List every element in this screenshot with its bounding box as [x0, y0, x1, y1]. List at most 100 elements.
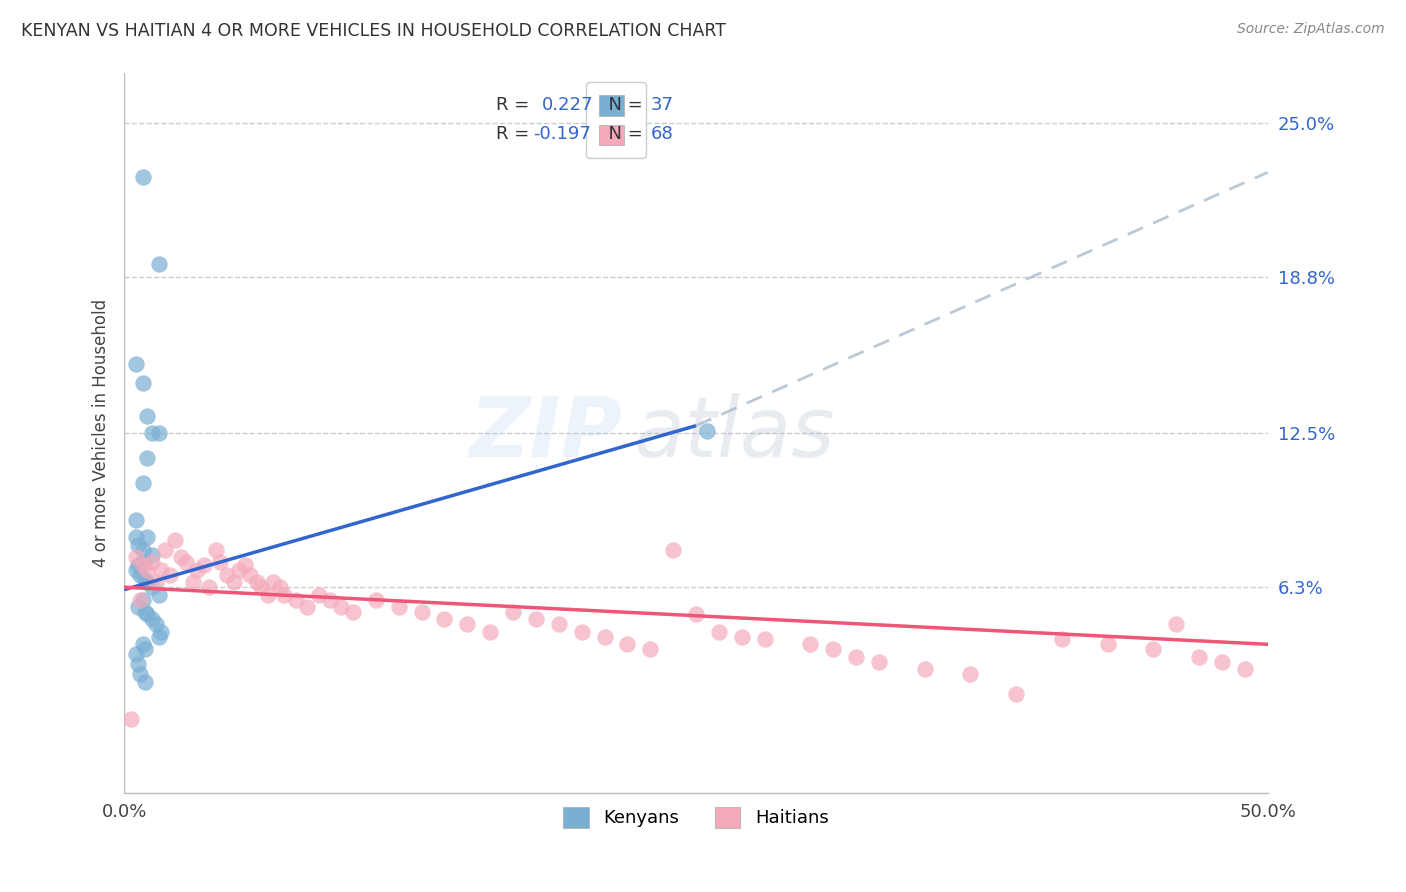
Point: [319, 592, 342, 607]
Point: [170, 550, 193, 565]
Point: [456, 617, 478, 632]
Point: [136, 450, 159, 465]
Point: [388, 600, 411, 615]
Point: [131, 592, 153, 607]
Text: R =: R =: [496, 96, 534, 114]
Point: [1211, 655, 1233, 669]
Point: [330, 600, 353, 615]
Point: [731, 630, 754, 644]
Point: [685, 607, 707, 622]
Point: [198, 580, 221, 594]
Point: [131, 475, 153, 490]
Point: [129, 567, 152, 582]
Point: [433, 612, 456, 626]
Point: [246, 575, 269, 590]
Text: KENYAN VS HAITIAN 4 OR MORE VEHICLES IN HOUSEHOLD CORRELATION CHART: KENYAN VS HAITIAN 4 OR MORE VEHICLES IN …: [21, 22, 725, 40]
Point: [124, 531, 146, 545]
Point: [1142, 642, 1164, 657]
Text: N =: N =: [596, 96, 648, 114]
Point: [524, 612, 547, 626]
Point: [149, 624, 172, 639]
Point: [269, 580, 291, 594]
Point: [547, 617, 569, 632]
Point: [120, 712, 142, 726]
Point: [799, 637, 821, 651]
Point: [1233, 662, 1256, 676]
Point: [250, 580, 273, 594]
Point: [127, 657, 149, 672]
Point: [823, 642, 845, 657]
Point: [662, 542, 685, 557]
Point: [124, 357, 146, 371]
Point: [136, 563, 159, 577]
Text: Source: ZipAtlas.com: Source: ZipAtlas.com: [1237, 22, 1385, 37]
Point: [204, 542, 226, 557]
Point: [129, 667, 152, 681]
Text: N =: N =: [596, 125, 648, 144]
Point: [134, 674, 156, 689]
Text: 68: 68: [650, 125, 673, 144]
Point: [127, 600, 149, 615]
Point: [136, 531, 159, 545]
Point: [1166, 617, 1188, 632]
Point: [124, 563, 146, 577]
Point: [616, 637, 638, 651]
Point: [141, 580, 163, 594]
Point: [308, 588, 330, 602]
Point: [502, 605, 524, 619]
Point: [145, 617, 167, 632]
Point: [163, 533, 186, 547]
Point: [181, 575, 204, 590]
Point: [124, 550, 146, 565]
Point: [845, 649, 868, 664]
Point: [593, 630, 616, 644]
Point: [134, 605, 156, 619]
Text: 37: 37: [650, 96, 673, 114]
Point: [959, 667, 981, 681]
Point: [131, 170, 153, 185]
Point: [148, 630, 170, 644]
Point: [193, 558, 215, 572]
Text: -0.197: -0.197: [534, 125, 592, 144]
Point: [638, 642, 661, 657]
Point: [141, 548, 163, 562]
Legend: Kenyans, Haitians: Kenyans, Haitians: [557, 799, 835, 835]
Point: [217, 567, 239, 582]
Point: [868, 655, 890, 669]
Point: [141, 426, 163, 441]
Text: 0.227: 0.227: [541, 96, 593, 114]
Point: [131, 542, 153, 557]
Point: [411, 605, 433, 619]
Point: [129, 592, 152, 607]
Point: [364, 592, 387, 607]
Point: [136, 607, 159, 622]
Point: [1005, 687, 1028, 701]
Point: [127, 538, 149, 552]
Point: [257, 588, 280, 602]
Point: [1188, 649, 1211, 664]
Point: [134, 642, 156, 657]
Point: [342, 605, 364, 619]
Point: [295, 600, 318, 615]
Text: ZIP: ZIP: [470, 392, 621, 474]
Point: [707, 624, 730, 639]
Point: [1050, 632, 1073, 647]
Point: [159, 567, 181, 582]
Point: [1097, 637, 1119, 651]
Point: [174, 555, 197, 569]
Point: [124, 647, 146, 661]
Point: [124, 513, 146, 527]
Point: [148, 588, 170, 602]
Point: [136, 409, 159, 423]
Point: [571, 624, 593, 639]
Point: [141, 555, 163, 569]
Point: [127, 558, 149, 572]
Point: [262, 575, 284, 590]
Text: atlas: atlas: [633, 392, 835, 474]
Point: [209, 555, 232, 569]
Point: [145, 575, 167, 590]
Point: [273, 588, 295, 602]
Y-axis label: 4 or more Vehicles in Household: 4 or more Vehicles in Household: [93, 299, 110, 567]
Point: [134, 573, 156, 587]
Text: R =: R =: [496, 125, 534, 144]
